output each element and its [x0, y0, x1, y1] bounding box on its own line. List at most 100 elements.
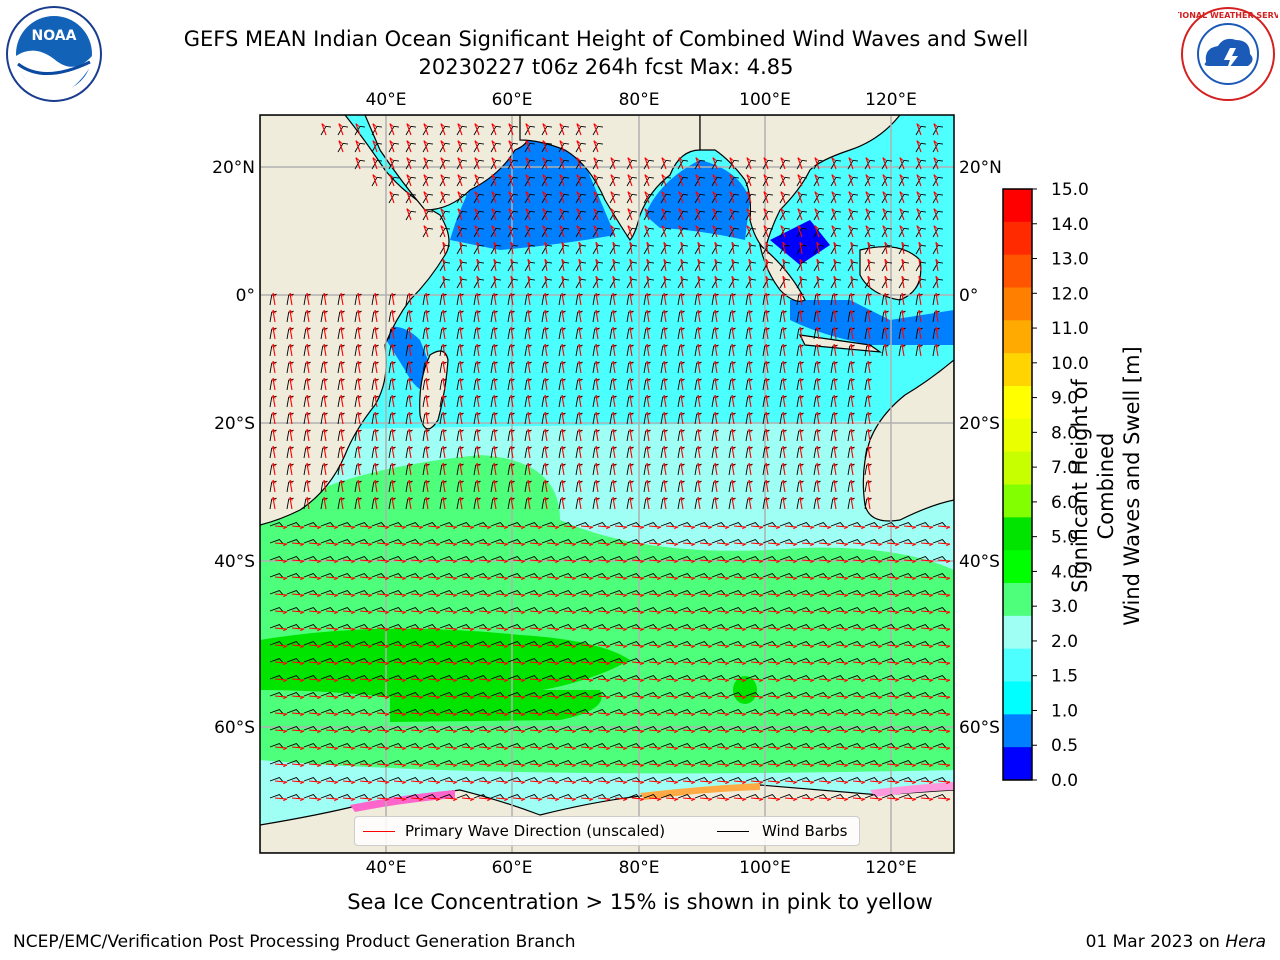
wave-direction-arrow: [631, 542, 645, 547]
wave-direction-arrow: [850, 377, 854, 391]
wind-barb: [354, 429, 362, 442]
wind-barb: [779, 760, 794, 765]
wind-barb: [711, 539, 726, 544]
wave-direction-arrow: [920, 661, 934, 666]
wave-direction-arrow: [338, 140, 344, 153]
wind-barb: [541, 497, 549, 510]
wave-direction-arrow: [597, 610, 611, 615]
wave-direction-arrow: [391, 496, 395, 510]
wave-direction-arrow: [546, 797, 560, 802]
wind-barb: [660, 159, 672, 170]
wind-barb: [456, 378, 464, 391]
wave-direction-arrow: [393, 780, 407, 785]
wind-barb: [541, 125, 553, 136]
wind-barb: [558, 539, 573, 544]
wave-direction-arrow: [646, 292, 650, 306]
wave-direction-arrow: [937, 763, 951, 768]
wave-direction-arrow: [612, 343, 616, 357]
wave-direction-arrow: [680, 343, 684, 357]
wind-barb: [660, 361, 668, 374]
wind-barb: [677, 675, 692, 680]
wave-direction-arrow: [359, 542, 373, 547]
wind-barb: [881, 624, 896, 629]
wave-direction-arrow: [918, 292, 922, 306]
wind-barb: [405, 210, 417, 221]
wave-direction-arrow: [357, 479, 361, 493]
wind-barb: [439, 361, 447, 374]
wind-barb: [813, 726, 828, 731]
wave-direction-arrow: [444, 559, 458, 564]
wind-barb: [643, 378, 651, 391]
wind-barb: [439, 743, 454, 748]
wave-direction-arrow: [695, 157, 701, 170]
wave-direction-arrow: [529, 610, 543, 615]
wind-barb: [524, 675, 539, 680]
wind-barb: [337, 573, 352, 578]
wave-direction-arrow: [663, 343, 667, 357]
wave-direction-arrow: [274, 729, 288, 734]
wave-direction-arrow: [916, 157, 922, 170]
wind-barb: [779, 210, 791, 221]
wave-direction-arrow: [272, 462, 276, 476]
wave-direction-arrow: [355, 123, 361, 136]
wind-barb: [269, 709, 284, 714]
wave-direction-arrow: [765, 326, 769, 340]
wave-direction-arrow: [629, 394, 633, 408]
wind-barb: [337, 327, 345, 340]
wave-direction-arrow: [544, 292, 548, 306]
wave-direction-arrow: [835, 576, 849, 581]
wave-direction-arrow: [408, 343, 412, 357]
wave-direction-arrow: [784, 525, 798, 530]
wind-barb: [320, 607, 335, 612]
wind-barb: [626, 522, 641, 527]
wave-direction-arrow: [510, 326, 514, 340]
wind-barb: [847, 446, 855, 459]
wave-direction-arrow: [576, 174, 582, 187]
wave-direction-arrow: [563, 797, 577, 802]
wave-direction-arrow: [442, 326, 446, 340]
wind-barb: [745, 726, 760, 731]
wind-barb: [694, 227, 706, 238]
wave-direction-arrow: [920, 525, 934, 530]
wave-direction-arrow: [886, 729, 900, 734]
wind-barb: [405, 310, 413, 323]
wind-barb: [320, 658, 335, 663]
wind-barb: [286, 378, 294, 391]
wind-barb: [779, 176, 791, 187]
wind-barb: [796, 590, 811, 595]
wave-direction-arrow: [799, 428, 803, 442]
wind-barb: [405, 159, 417, 170]
wave-direction-arrow: [495, 712, 509, 717]
wind-barb: [932, 539, 947, 544]
wind-barb: [728, 539, 743, 544]
wave-direction-arrow: [478, 610, 492, 615]
wind-barb: [405, 777, 420, 782]
wind-barb: [609, 227, 621, 238]
wind-barb: [864, 176, 876, 187]
wind-barb: [932, 344, 940, 357]
wave-direction-arrow: [614, 627, 628, 632]
wind-barb: [779, 327, 787, 340]
wave-direction-arrow: [478, 542, 492, 547]
wind-barb: [847, 539, 862, 544]
lon-tick-top-100e: 100°E: [739, 90, 791, 110]
wind-barb: [439, 227, 451, 238]
wind-barb: [847, 463, 855, 476]
wave-direction-arrow: [848, 225, 854, 238]
wind-barb: [337, 692, 352, 697]
wave-direction-arrow: [542, 123, 548, 136]
wave-direction-arrow: [648, 644, 662, 649]
wave-direction-arrow: [597, 712, 611, 717]
wave-direction-arrow: [678, 225, 684, 238]
wave-direction-arrow: [935, 326, 939, 340]
wind-barb: [932, 327, 940, 340]
wind-barb: [422, 573, 437, 578]
wave-direction-arrow: [665, 542, 679, 547]
wave-direction-arrow: [440, 208, 446, 221]
wind-barb: [558, 378, 566, 391]
wave-direction-arrow: [410, 525, 424, 530]
wave-direction-arrow: [512, 780, 526, 785]
wave-direction-arrow: [406, 174, 412, 187]
wave-direction-arrow: [884, 343, 888, 357]
wave-direction-arrow: [461, 593, 475, 598]
